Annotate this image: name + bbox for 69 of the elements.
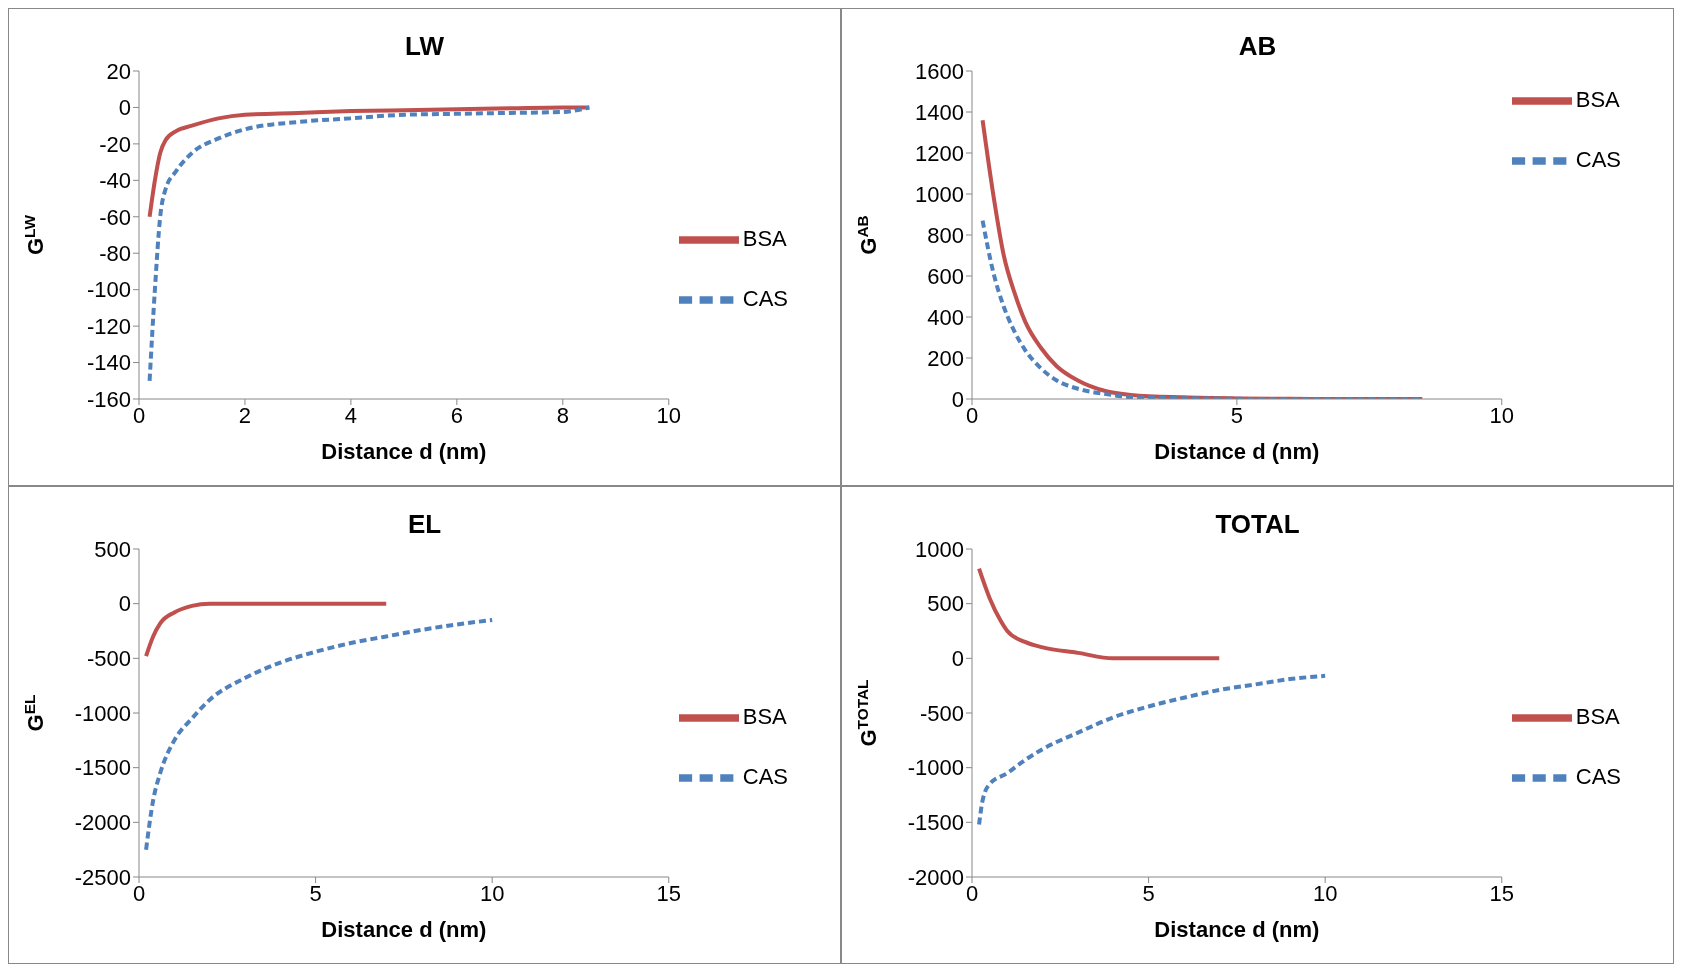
y-tick-label: 1400	[915, 99, 964, 125]
x-tick-label: 5	[309, 880, 322, 906]
y-tick-label: -20	[99, 131, 131, 157]
line-series	[147, 105, 592, 383]
y-tick-label: 600	[927, 263, 964, 289]
y-tick-label: -1500	[907, 810, 964, 836]
y-tick-label: -1500	[74, 755, 131, 781]
line-series	[977, 673, 1328, 827]
x-tick-label: 6	[450, 402, 463, 428]
legend-label: BSA	[1575, 86, 1620, 112]
x-tick-label: 5	[1142, 880, 1155, 906]
y-tick-label: -500	[86, 646, 131, 672]
legend-label: BSA	[742, 225, 787, 251]
y-tick-label: -1000	[907, 755, 964, 781]
line-series	[147, 105, 592, 219]
y-tick-label: -1000	[74, 700, 131, 726]
y-tick-label: 1600	[915, 58, 964, 84]
x-tick-label: 4	[344, 402, 358, 428]
y-tick-label: -500	[919, 700, 964, 726]
y-tick-label: -120	[86, 313, 131, 339]
y-tick-label: -60	[99, 204, 131, 230]
y-tick-label: 200	[927, 345, 964, 371]
y-tick-label: 1000	[915, 181, 964, 207]
y-tick-label: 20	[106, 58, 131, 84]
y-tick-label: -160	[86, 386, 131, 412]
y-tick-label: 500	[94, 536, 131, 562]
legend-label: BSA	[1575, 703, 1620, 729]
line-series	[977, 566, 1222, 661]
y-tick-label: 400	[927, 304, 964, 330]
y-tick-label: -2500	[74, 864, 131, 890]
line-series	[144, 618, 495, 852]
x-axis-title: Distance d (nm)	[1154, 439, 1320, 464]
x-tick-label: 2	[238, 402, 252, 428]
y-tick-label: -2000	[74, 810, 131, 836]
x-axis-title: Distance d (nm)	[321, 917, 487, 942]
chart-title: AB	[1238, 31, 1277, 61]
legend-label: CAS	[1575, 763, 1621, 789]
y-tick-label: -2000	[907, 864, 964, 890]
y-tick-label: 500	[927, 591, 964, 617]
line-series	[980, 118, 1425, 399]
chart-title: TOTAL	[1215, 509, 1300, 539]
x-tick-label: 10	[479, 880, 505, 906]
chart-title: LW	[405, 31, 444, 61]
x-tick-label: 10	[656, 402, 681, 428]
legend-label: CAS	[742, 285, 788, 311]
y-tick-label: 0	[118, 95, 131, 121]
y-tick-label: 1200	[915, 140, 964, 166]
y-tick-label: 0	[951, 646, 964, 672]
x-tick-label: 5	[1230, 402, 1243, 428]
y-tick-label: 1000	[915, 536, 964, 562]
x-tick-label: 10	[1312, 880, 1338, 906]
y-tick-label: -100	[86, 277, 131, 303]
line-series	[144, 601, 389, 659]
y-tick-label: 0	[951, 386, 964, 412]
x-tick-label: 10	[1489, 402, 1514, 428]
chart-title: EL	[407, 509, 442, 539]
x-tick-label: 8	[556, 402, 569, 428]
x-tick-label: 15	[656, 880, 681, 906]
legend-label: BSA	[742, 703, 787, 729]
y-tick-label: 800	[927, 222, 964, 248]
y-tick-label: -40	[99, 168, 131, 194]
x-axis-title: Distance d (nm)	[1154, 917, 1320, 942]
x-tick-label: 15	[1489, 880, 1514, 906]
x-axis-title: Distance d (nm)	[321, 439, 487, 464]
legend-label: CAS	[1575, 146, 1621, 172]
legend-label: CAS	[742, 763, 788, 789]
y-tick-label: -80	[99, 241, 131, 267]
y-tick-label: -140	[86, 350, 131, 376]
y-tick-label: 0	[118, 591, 131, 617]
